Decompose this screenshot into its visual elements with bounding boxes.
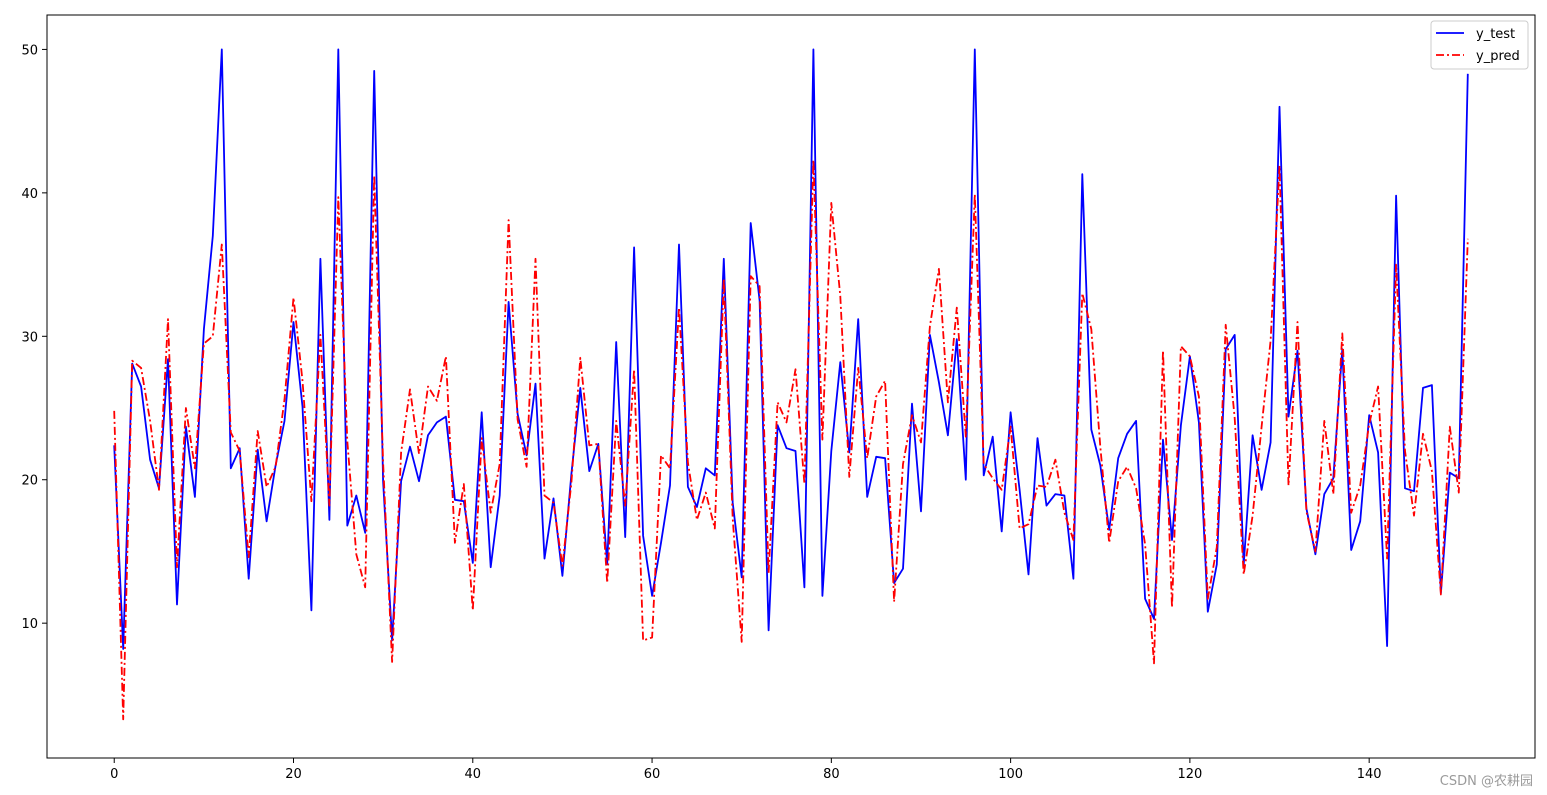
- x-tick-label: 120: [1177, 767, 1202, 782]
- plot-area: [46, 14, 1536, 759]
- legend-label-y-test: y_test: [1476, 27, 1515, 42]
- y-tick-label: 50: [21, 43, 38, 58]
- x-tick-label: 140: [1357, 767, 1382, 782]
- y-tick-label: 40: [21, 187, 38, 202]
- series-layer: [113, 48, 1469, 721]
- y-tick-label: 30: [21, 330, 38, 345]
- x-tick-label: 80: [823, 767, 840, 782]
- watermark-text: CSDN @农耕园: [1439, 774, 1533, 789]
- y-axis: 10 20 30 40 50: [21, 43, 47, 632]
- x-tick-label: 100: [998, 767, 1023, 782]
- x-tick-label: 0: [110, 767, 118, 782]
- legend: y_test y_pred: [1430, 20, 1529, 70]
- series-line-y-pred: [113, 158, 1469, 721]
- x-tick-label: 60: [644, 767, 661, 782]
- y-tick-label: 10: [21, 617, 38, 632]
- y-tick-label: 20: [21, 474, 38, 489]
- x-tick-label: 20: [285, 767, 302, 782]
- legend-label-y-pred: y_pred: [1476, 49, 1520, 64]
- series-line-y-test: [113, 48, 1469, 650]
- x-tick-label: 40: [465, 767, 482, 782]
- x-axis: 0 20 40 60 80 100 120 140: [110, 758, 1382, 782]
